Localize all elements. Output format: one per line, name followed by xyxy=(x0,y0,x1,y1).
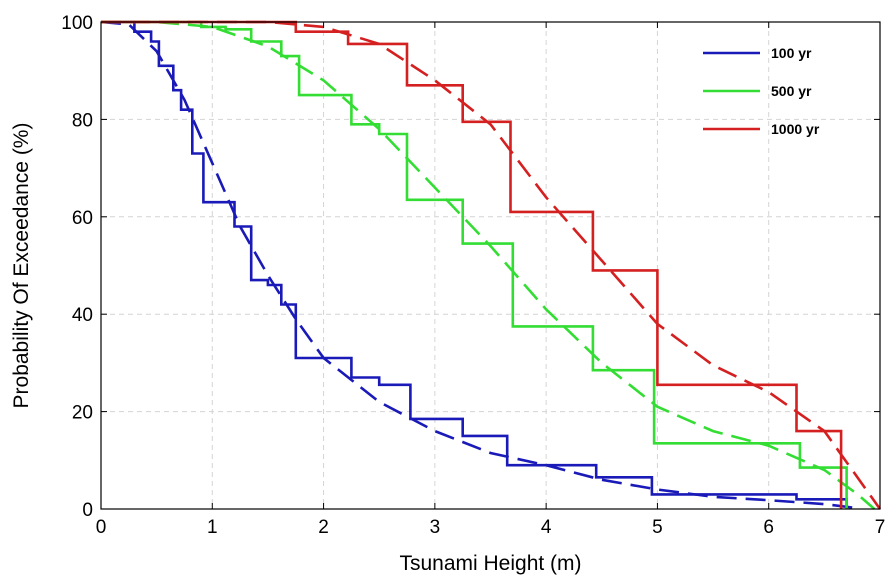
plot-frame xyxy=(100,21,881,510)
y-tick-label: 80 xyxy=(72,110,93,131)
series-1000-yr-step-line xyxy=(101,20,843,509)
y-tick-label: 100 xyxy=(61,13,93,34)
legend-label: 100 yr xyxy=(771,45,812,61)
series-100-yr-dashed-line xyxy=(100,20,853,509)
series-1000-yr-dashed-line xyxy=(101,20,882,510)
grid-lines xyxy=(101,22,880,509)
x-axis-label: Tsunami Height (m) xyxy=(399,552,581,575)
x-tick-label: 2 xyxy=(318,517,329,538)
legend-label: 1000 yr xyxy=(771,121,820,137)
series-100-yr-step-line xyxy=(101,20,848,509)
y-tick-label: 20 xyxy=(72,403,93,424)
y-tick-label: 40 xyxy=(72,305,93,326)
x-tick-label: 7 xyxy=(875,517,886,538)
y-tick-label: 0 xyxy=(82,500,93,521)
x-tick-label: 4 xyxy=(541,517,552,538)
x-tick-label: 6 xyxy=(763,517,774,538)
x-tick-label: 0 xyxy=(96,517,107,538)
x-tick-label: 3 xyxy=(430,517,441,538)
legend-label: 500 yr xyxy=(771,83,812,99)
series-lines xyxy=(100,20,882,510)
series-500-yr-step-line xyxy=(101,20,848,509)
series-500-yr-dashed-line xyxy=(101,20,876,510)
x-tick-label: 1 xyxy=(207,517,218,538)
y-tick-label: 60 xyxy=(72,208,93,229)
legend: 100 yr 500 yr 1000 yr xyxy=(703,45,820,137)
axis-ticks: 0 1 2 3 4 5 6 7 0 20 40 60 80 100 xyxy=(61,13,885,538)
y-axis-label: Probability Of Exceedance (%) xyxy=(10,123,33,409)
x-tick-label: 5 xyxy=(652,517,663,538)
